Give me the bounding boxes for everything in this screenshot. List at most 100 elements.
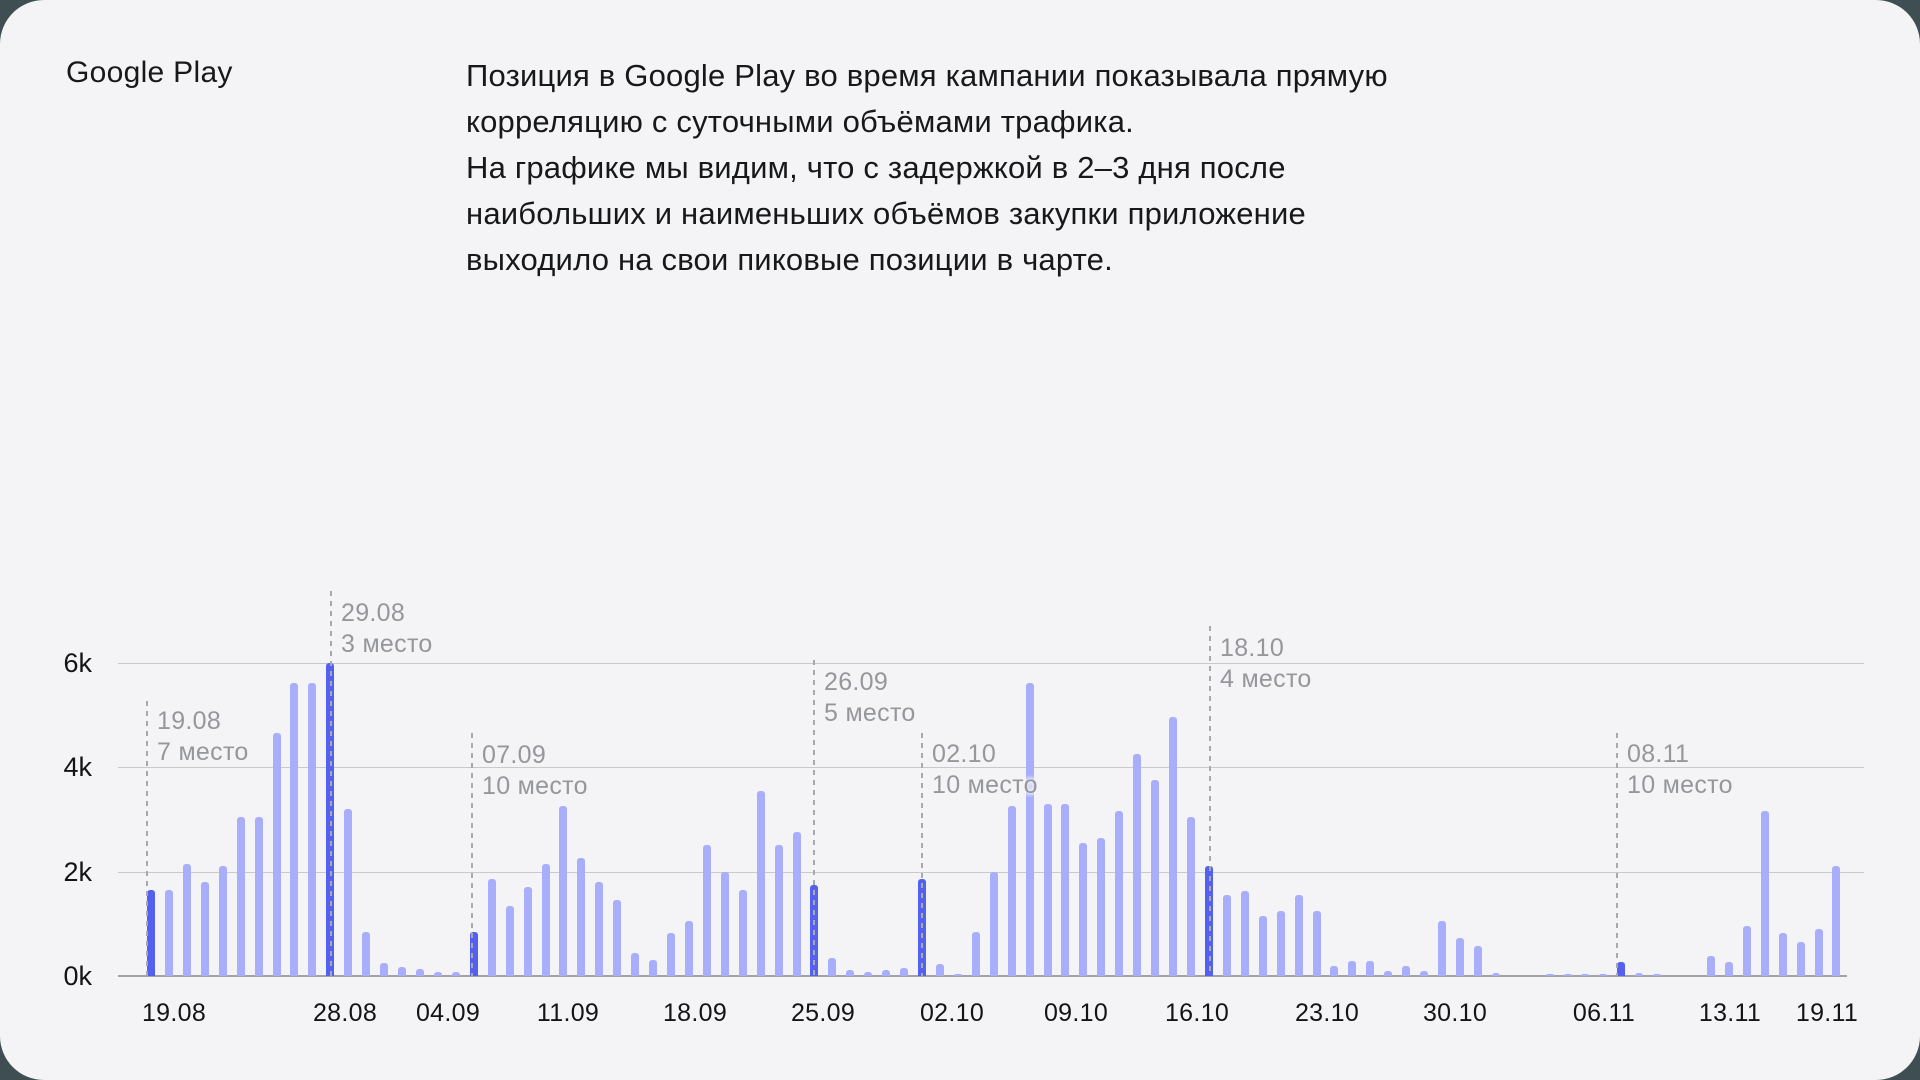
annotation-place: 10 место	[1627, 771, 1733, 799]
annotation-place: 3 место	[341, 630, 433, 658]
x-axis-tick-label: 18.09	[662, 999, 728, 1027]
bar	[846, 969, 855, 976]
bar	[1438, 921, 1446, 976]
page-title: Google Play	[66, 56, 233, 89]
bar	[433, 972, 442, 976]
bar	[900, 968, 909, 976]
annotation-label: 02.10 10 место	[932, 739, 1038, 801]
bar	[1420, 970, 1428, 976]
annotation-place: 5 место	[824, 699, 916, 727]
bar	[631, 952, 640, 976]
bar-highlighted	[1204, 866, 1213, 976]
bar	[774, 845, 783, 976]
bar	[595, 882, 604, 976]
bar	[380, 962, 389, 976]
bar	[290, 683, 299, 976]
x-axis-tick-label: 23.10	[1294, 999, 1360, 1027]
grid-line	[118, 662, 1864, 664]
bar	[667, 932, 675, 976]
bar	[1061, 803, 1070, 976]
annotation-dashed-line	[813, 660, 815, 976]
bar-highlighted	[469, 932, 478, 976]
description-line: выходило на свои пиковые позиции в чарте…	[466, 242, 1113, 277]
bar-highlighted	[1617, 961, 1626, 976]
bar	[882, 969, 891, 976]
description-line: На графике мы видим, что с задержкой в 2…	[466, 150, 1286, 185]
bar	[1491, 972, 1500, 976]
bar	[702, 845, 711, 976]
bar	[1186, 816, 1195, 976]
annotation-label: 19.08 7 место	[157, 706, 249, 768]
bar	[577, 858, 586, 976]
x-axis-tick-label: 06.11	[1572, 999, 1636, 1027]
annotation-date: 18.10	[1220, 634, 1285, 662]
bar	[1366, 961, 1375, 976]
bar	[1814, 929, 1823, 976]
bar	[1079, 842, 1088, 976]
annotation-date: 26.09	[824, 668, 889, 696]
bar	[344, 808, 353, 976]
annotation-dashed-line	[330, 591, 332, 976]
bar	[1043, 803, 1052, 976]
bar	[953, 973, 962, 976]
bar	[1151, 780, 1160, 976]
bar	[720, 871, 729, 976]
x-axis-line	[118, 975, 1847, 977]
bar	[1796, 942, 1805, 976]
bar	[1724, 962, 1733, 976]
bar	[1545, 974, 1554, 976]
bar	[828, 957, 837, 976]
annotation-date: 07.09	[482, 741, 547, 769]
annotation-place: 10 место	[482, 772, 588, 800]
bar	[792, 832, 801, 976]
bar-highlighted	[147, 889, 155, 976]
annotation-label: 18.10 4 место	[1220, 633, 1312, 695]
bar	[398, 967, 406, 976]
bar	[236, 816, 245, 976]
x-axis-tick-label: 02.10	[919, 999, 985, 1027]
bar	[451, 971, 460, 976]
bar	[505, 905, 514, 976]
x-axis-tick-label: 13.11	[1698, 999, 1762, 1027]
bar	[218, 866, 227, 976]
bar	[1599, 974, 1608, 976]
bar	[1348, 960, 1357, 976]
bar	[254, 816, 263, 976]
x-axis-tick-label: 25.09	[790, 999, 856, 1027]
bar	[523, 887, 532, 976]
bar	[1563, 974, 1572, 976]
bar	[1635, 972, 1644, 976]
y-axis-tick-label: 2k	[63, 856, 92, 887]
bar	[1115, 811, 1124, 976]
bar	[1007, 806, 1016, 976]
bar	[200, 882, 209, 976]
y-axis-tick-label: 6k	[63, 647, 92, 678]
annotation-date: 19.08	[157, 707, 222, 735]
annotation-date: 02.10	[932, 740, 997, 768]
annotation-date: 29.08	[341, 599, 406, 627]
bar	[1581, 974, 1590, 976]
y-axis-tick-label: 0k	[63, 961, 92, 991]
bar	[1240, 891, 1249, 976]
annotation-dashed-line	[1209, 626, 1211, 976]
bar	[1312, 910, 1321, 976]
bar	[541, 863, 550, 976]
x-axis-tick-label: 04.09	[415, 999, 481, 1027]
bar	[1294, 895, 1303, 976]
annotation-dashed-line	[146, 701, 148, 976]
annotation-dashed-line	[471, 733, 473, 976]
description-line: наибольших и наименьших объёмов закупки …	[466, 196, 1306, 231]
bar	[684, 921, 693, 976]
bar	[1133, 753, 1142, 976]
bar	[1169, 717, 1177, 976]
annotation-label: 29.08 3 место	[341, 598, 433, 660]
bar	[935, 964, 944, 976]
bar	[1097, 837, 1106, 976]
y-axis-tick-label: 4k	[63, 752, 92, 782]
bar	[613, 900, 622, 976]
x-axis-tick-label: 30.10	[1422, 999, 1488, 1027]
bar	[1455, 938, 1464, 976]
x-axis-tick-label: 28.08	[312, 999, 378, 1027]
